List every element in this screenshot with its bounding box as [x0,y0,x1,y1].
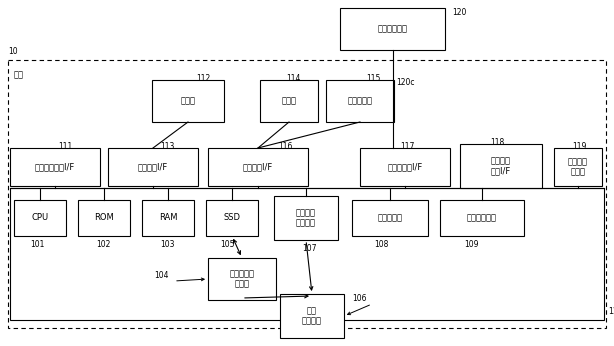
Bar [14,200,66,236]
Bar [280,294,344,338]
Text: 109: 109 [464,240,478,249]
Text: CPU: CPU [31,213,49,222]
Bar [554,148,602,186]
Text: 113: 113 [160,142,174,151]
Text: 104: 104 [154,272,168,281]
Text: ROM: ROM [94,213,114,222]
Text: 117: 117 [400,142,414,151]
Text: 114: 114 [286,74,300,83]
Bar [8,60,606,328]
Text: メディア
ドライブ: メディア ドライブ [296,208,316,228]
Text: アラーム
ランプ: アラーム ランプ [568,157,588,177]
Text: RAM: RAM [159,213,177,222]
Text: 118: 118 [490,138,504,147]
Text: ディスプレI/F: ディスプレI/F [387,163,422,172]
Text: 音声入出I/F: 音声入出I/F [243,163,273,172]
Bar [260,80,318,122]
Bar [360,148,450,186]
Text: 端末: 端末 [14,70,24,79]
Text: 撃像素子I/F: 撃像素子I/F [138,163,168,172]
Text: 106: 106 [352,294,367,303]
Bar [340,8,445,50]
Text: 115: 115 [366,74,381,83]
Text: 電源スイッチ: 電源スイッチ [467,213,497,222]
Text: 102: 102 [96,240,111,249]
Bar [10,188,604,320]
Bar [208,148,308,186]
Bar [274,196,338,240]
Bar [78,200,130,236]
Text: 116: 116 [278,142,292,151]
Text: 記録
メディア: 記録 メディア [302,306,322,326]
Text: 110: 110 [608,307,614,316]
Text: フラッシュ
メモリ: フラッシュ メモリ [230,269,254,289]
Text: スピーカー: スピーカー [348,97,373,106]
Text: 外部機器
接続I/F: 外部機器 接続I/F [491,156,511,176]
Text: 119: 119 [572,142,586,151]
Bar [440,200,524,236]
Text: 120c: 120c [397,78,415,87]
Bar [352,200,428,236]
Bar [460,144,542,188]
Text: 112: 112 [196,74,210,83]
Bar [152,80,224,122]
Bar [206,200,258,236]
Text: 105: 105 [220,240,235,249]
Text: カメラ: カメラ [181,97,195,106]
Text: 101: 101 [30,240,44,249]
Text: SSD: SSD [223,213,241,222]
Text: マイク: マイク [281,97,297,106]
Text: 111: 111 [58,142,72,151]
Text: 107: 107 [302,244,316,253]
Text: 操作ボタン: 操作ボタン [378,213,403,222]
Text: 108: 108 [374,240,389,249]
Text: 103: 103 [160,240,174,249]
Bar [10,148,100,186]
Bar [108,148,198,186]
Bar [142,200,194,236]
Text: 120: 120 [452,8,467,17]
Text: ネットワークI/F: ネットワークI/F [35,163,75,172]
Bar [326,80,394,122]
Text: ディスプレイ: ディスプレイ [378,25,408,34]
Text: 10: 10 [8,47,18,56]
Bar [208,258,276,300]
